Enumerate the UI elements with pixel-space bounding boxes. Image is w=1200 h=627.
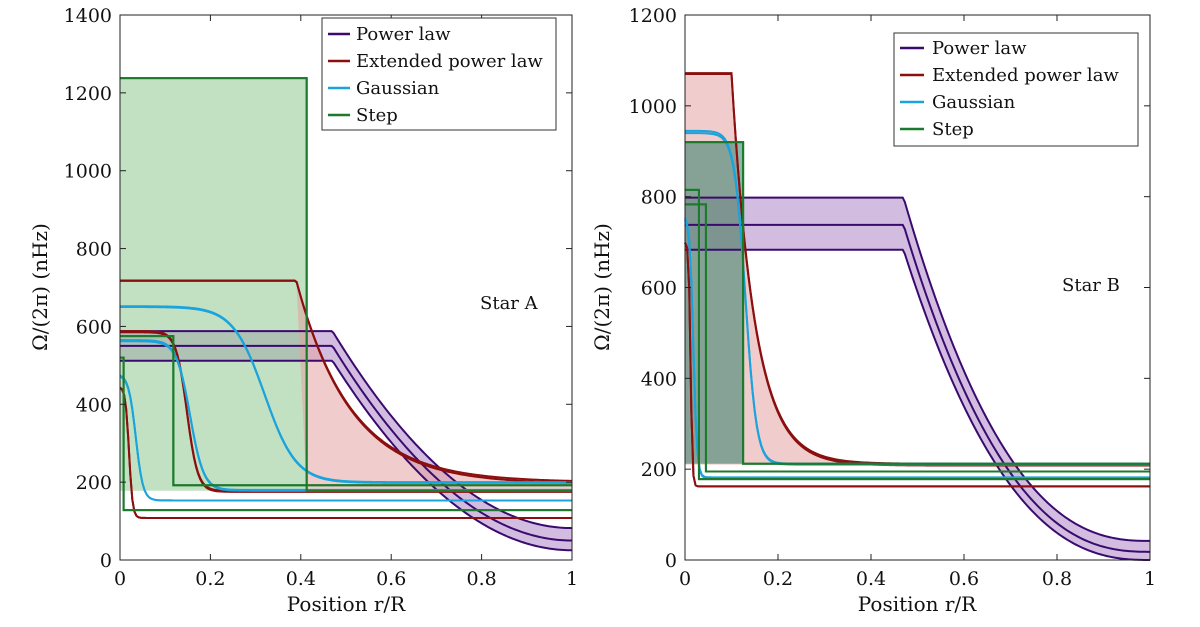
line-extended_power_law-3-1-a <box>119 386 572 519</box>
series-lines-b <box>684 72 1151 561</box>
x-tick-label-b: 0.8 <box>1042 568 1072 590</box>
x-tick-label-b: 0.2 <box>763 568 793 590</box>
y-tick-label-a: 400 <box>76 394 112 416</box>
legend-label-gaussian-b: Gaussian <box>932 92 1016 113</box>
legend-label-power-law-b: Power law <box>932 38 1027 59</box>
band-extended-power-law-large-a <box>296 280 572 491</box>
line-power_law-0-1-a <box>120 344 573 542</box>
legend-box-a <box>321 17 557 131</box>
y-tick-label-a: 800 <box>76 239 112 261</box>
line-step-5-1-b <box>685 141 1150 465</box>
band-step-large-a <box>120 78 307 491</box>
line-power_law-0-1-b <box>685 223 1151 553</box>
annotation-star-b: Star B <box>1062 275 1120 296</box>
x-tick-label-a: 0.2 <box>195 568 225 590</box>
y-tick-label-b: 200 <box>641 459 677 481</box>
ticks-a: 0 0.2 0.4 0.6 0.8 1 0 200 400 600 800 1000 1200 1400 <box>64 5 578 590</box>
y-tick-label-b: 1200 <box>629 5 677 27</box>
y-tick-label-b: 1000 <box>629 96 677 118</box>
line-power_law-0-2-a <box>120 359 573 552</box>
y-tick-label-b: 800 <box>641 187 677 209</box>
line-extended_power_law-1-1-a <box>120 279 573 484</box>
y-tick-label-a: 600 <box>76 316 112 338</box>
line-step-9-1-a <box>120 356 572 512</box>
line-power_law-0-0-a <box>120 330 573 530</box>
y-tick-label-b: 0 <box>665 550 677 572</box>
legend-label-extended-power-law-b: Extended power law <box>932 65 1119 86</box>
y-tick-label-a: 1000 <box>64 161 112 183</box>
line-gaussian-6-1-a <box>119 375 572 502</box>
x-axis-label-a: Position r/R <box>287 592 406 616</box>
line-extended_power_law-2-1-b <box>684 242 1150 488</box>
line-power_law-0-0-b <box>685 196 1150 542</box>
x-tick-label-b: 0 <box>679 568 691 590</box>
ticks-b: 0 0.2 0.4 0.6 0.8 1 0 200 400 600 800 1000 1200 <box>629 5 1156 590</box>
y-tick-label-b: 400 <box>641 368 677 390</box>
y-tick-label-a: 0 <box>100 550 112 572</box>
x-tick-label-a: 0.4 <box>286 568 316 590</box>
legend-label-gaussian-a: Gaussian <box>356 78 440 99</box>
x-tick-label-a: 1 <box>566 568 578 590</box>
x-axis-label-b: Position r/R <box>858 592 977 616</box>
x-tick-label-a: 0.8 <box>466 568 496 590</box>
y-tick-label-a: 200 <box>76 472 112 494</box>
legend-b: Power law Extended power law Gaussian St… <box>893 32 1139 147</box>
line-gaussian-3-1-b <box>685 132 1150 466</box>
y-tick-label-a: 1400 <box>64 5 112 27</box>
line-gaussian-4-1-a <box>119 305 572 484</box>
legend-a: Power law Extended power law Gaussian St… <box>321 17 557 131</box>
series-lines-a <box>119 77 573 552</box>
plot-frame-a <box>119 14 573 561</box>
annotation-star-a: Star A <box>480 293 539 314</box>
legend-label-step-b: Step <box>932 119 974 140</box>
y-tick-label-b: 600 <box>641 278 677 300</box>
x-tick-label-b: 0.4 <box>856 568 886 590</box>
legend-label-extended-power-law-a: Extended power law <box>356 51 543 72</box>
chart-star-a: 0 0.2 0.4 0.6 0.8 10200400600800100012001400 … <box>28 5 578 616</box>
x-tick-label-b: 1 <box>1144 568 1156 590</box>
y-axis-label-a: Ω/(2π) (nHz) <box>28 223 52 351</box>
line-step-6-1-b <box>685 203 1150 473</box>
y-axis-label-b: Ω/(2π) (nHz) <box>590 223 614 351</box>
x-tick-label-a: 0.6 <box>376 568 406 590</box>
line-step-8-1-a <box>120 335 572 487</box>
line-step-7-1-b <box>685 188 1150 481</box>
legend-label-step-a: Step <box>356 105 398 126</box>
band-power_law-0-a <box>120 331 572 551</box>
filled-bands-a <box>120 78 572 551</box>
x-tick-label-b: 0.6 <box>949 568 979 590</box>
x-tick-label-a: 0 <box>114 568 126 590</box>
line-power_law-0-2-b <box>685 248 1150 561</box>
y-tick-label-a: 1200 <box>64 83 112 105</box>
line-step-7-1-a <box>120 77 572 492</box>
legend-box-b <box>893 32 1139 147</box>
chart-star-b: 0 0.2 0.4 0.6 0.8 1 0 200 400 600 800 1000 1200 Posi… <box>590 5 1156 616</box>
line-extended_power_law-2-1-a <box>120 331 572 493</box>
legend-label-power-law-a: Power law <box>356 24 451 45</box>
